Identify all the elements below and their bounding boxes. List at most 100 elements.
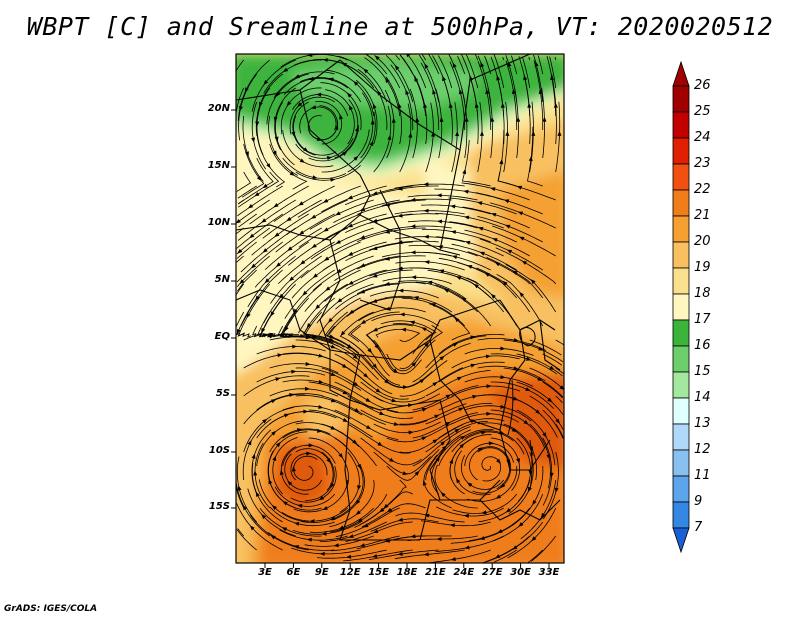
streamline-arrowhead bbox=[352, 354, 358, 360]
streamline-arrowhead bbox=[363, 523, 369, 528]
map-area bbox=[236, 54, 564, 563]
streamline-arrowhead bbox=[323, 256, 330, 261]
colorbar-swatch bbox=[672, 475, 690, 503]
streamline-arrowhead bbox=[287, 246, 293, 251]
streamline bbox=[399, 424, 464, 453]
streamline bbox=[360, 437, 422, 466]
streamline bbox=[268, 431, 308, 481]
streamline bbox=[345, 269, 413, 290]
streamline bbox=[477, 422, 534, 456]
streamline bbox=[297, 185, 361, 218]
streamline-arrowhead bbox=[464, 215, 470, 220]
streamline-arrowhead bbox=[347, 92, 352, 98]
lon-label: 27E bbox=[481, 567, 503, 578]
streamline-arrowhead bbox=[296, 428, 303, 433]
streamline-arrowhead bbox=[273, 203, 279, 208]
streamline-arrowhead bbox=[359, 543, 365, 548]
streamline bbox=[407, 194, 478, 201]
streamline bbox=[410, 267, 478, 285]
streamline bbox=[272, 437, 298, 495]
streamline bbox=[374, 55, 401, 89]
streamline-arrowhead bbox=[277, 353, 283, 358]
streamline-arrowhead bbox=[305, 362, 311, 366]
streamline bbox=[289, 96, 335, 135]
streamline bbox=[542, 437, 553, 506]
streamline bbox=[292, 94, 349, 117]
streamline bbox=[516, 381, 564, 415]
streamline-arrowhead bbox=[236, 328, 241, 335]
streamline bbox=[466, 54, 479, 89]
streamline bbox=[299, 106, 337, 134]
streamline bbox=[268, 115, 298, 176]
streamline-arrowhead bbox=[353, 81, 359, 86]
streamline-arrowhead bbox=[247, 440, 252, 446]
streamline-arrowhead bbox=[516, 458, 520, 464]
streamline bbox=[373, 451, 431, 475]
streamline-arrowhead bbox=[308, 443, 314, 448]
streamline-arrowhead bbox=[442, 75, 446, 82]
streamline bbox=[256, 371, 326, 383]
streamline bbox=[308, 409, 373, 438]
streamline bbox=[431, 436, 461, 495]
streamline-arrowhead bbox=[342, 418, 348, 422]
streamline-arrowhead bbox=[279, 293, 284, 299]
streamline-arrowhead bbox=[448, 102, 453, 108]
streamline-arrowhead bbox=[424, 342, 430, 348]
streamline-arrowhead bbox=[499, 159, 504, 165]
streamline-arrowhead bbox=[500, 483, 506, 489]
streamline-arrowhead bbox=[310, 214, 317, 219]
streamline bbox=[529, 423, 551, 489]
streamline bbox=[537, 55, 544, 75]
streamline bbox=[309, 199, 374, 230]
streamline-arrowhead bbox=[294, 74, 300, 79]
streamline bbox=[381, 225, 452, 232]
lon-label: 3E bbox=[258, 567, 272, 578]
streamline-arrowhead bbox=[521, 260, 527, 265]
lat-label: 15S bbox=[208, 501, 230, 512]
streamline bbox=[435, 535, 504, 552]
streamline bbox=[293, 479, 349, 513]
streamline-arrowhead bbox=[463, 189, 469, 194]
streamline-arrowhead bbox=[463, 513, 469, 518]
streamline bbox=[236, 503, 283, 551]
streamline bbox=[243, 353, 312, 369]
streamline bbox=[394, 236, 465, 243]
streamline-arrowhead bbox=[397, 517, 403, 522]
streamline-arrowhead bbox=[496, 458, 501, 464]
streamline bbox=[256, 420, 304, 467]
streamline-arrowhead bbox=[479, 251, 485, 256]
streamline-arrowhead bbox=[254, 192, 260, 197]
streamline bbox=[243, 393, 305, 425]
streamline-arrowhead bbox=[348, 309, 355, 315]
lon-label: 18E bbox=[396, 567, 418, 578]
streamline bbox=[438, 418, 505, 439]
colorbar-label: 24 bbox=[694, 130, 711, 145]
streamline bbox=[312, 255, 374, 291]
streamline-arrowhead bbox=[341, 62, 347, 67]
streamline bbox=[238, 199, 244, 204]
streamline-arrowhead bbox=[484, 272, 490, 277]
streamline bbox=[395, 54, 401, 61]
streamline bbox=[308, 125, 359, 162]
streamline-arrowhead bbox=[423, 552, 429, 557]
streamline-arrowhead bbox=[372, 327, 378, 332]
streamline-arrowhead bbox=[410, 534, 416, 539]
streamline bbox=[421, 204, 491, 215]
streamline bbox=[343, 549, 413, 562]
streamline bbox=[460, 455, 505, 490]
streamline bbox=[492, 225, 556, 257]
streamline bbox=[386, 422, 453, 443]
streamline bbox=[262, 199, 322, 239]
streamline-arrowhead bbox=[423, 182, 429, 187]
streamline-arrowhead bbox=[329, 337, 335, 342]
streamline bbox=[486, 257, 544, 299]
streamline-arrowhead bbox=[481, 430, 487, 435]
streamline bbox=[361, 503, 426, 528]
streamline-arrowhead bbox=[335, 239, 341, 244]
streamline-arrows bbox=[236, 54, 564, 561]
streamline-arrowhead bbox=[307, 54, 313, 57]
streamline bbox=[477, 101, 483, 173]
streamline-arrowhead bbox=[392, 368, 398, 374]
streamline bbox=[373, 421, 441, 434]
streamline bbox=[435, 88, 443, 159]
